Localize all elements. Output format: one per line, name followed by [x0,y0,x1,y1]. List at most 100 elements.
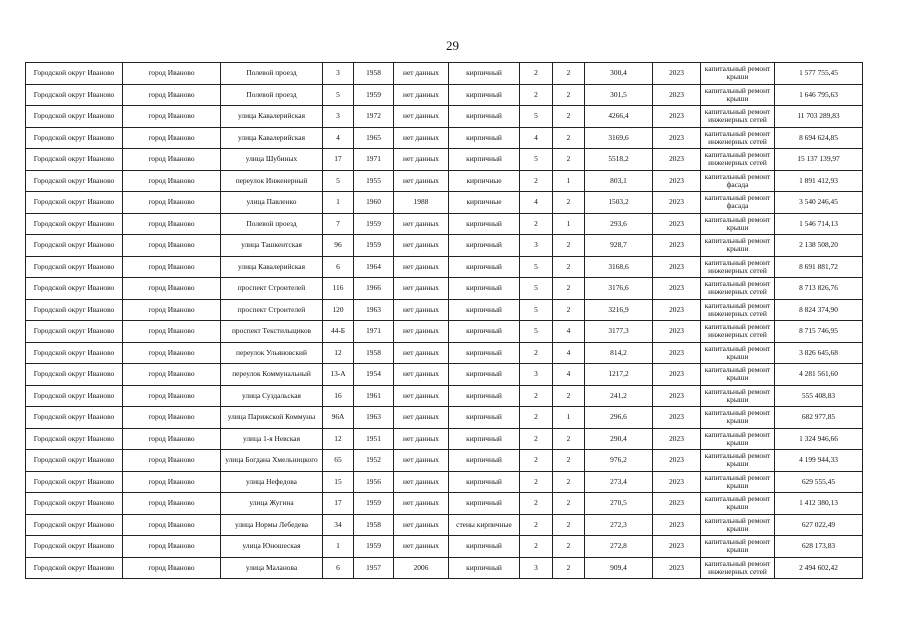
cell-repair-type: капитальный ремонт крыши [700,363,775,386]
cell-floors: 2 [519,470,553,493]
cell-floors: 2 [519,384,553,407]
cell-floors: 2 [519,492,553,515]
cell-house-number: 5 [322,169,354,192]
cell-floors: 5 [519,255,553,278]
cell-wall-material: кирпичный [448,427,520,450]
cell-municipality: Городской округ Иваново [25,492,123,515]
cell-floors: 3 [519,363,553,386]
cell-reconstruction-year: нет данных [393,83,449,106]
cell-repair-type: капитальный ремонт инженерных сетей [700,148,775,171]
cell-street: Полевой проезд [220,212,323,235]
table-row: Городской округ Иваново город Иваново пере… [25,169,863,192]
cell-area: 272,3 [584,513,653,536]
cell-area: 3169,6 [584,126,653,149]
cell-area: 1503,2 [584,191,653,214]
cell-wall-material: кирпичный [448,406,520,429]
cell-build-year: 1958 [353,513,394,536]
cell-street: улица Кавалерийская [220,126,323,149]
cell-reconstruction-year: нет данных [393,449,449,472]
cell-repair-year: 2023 [652,105,701,128]
cell-repair-year: 2023 [652,449,701,472]
cell-build-year: 1959 [353,234,394,257]
cell-settlement: город Иваново [122,277,221,300]
cell-municipality: Городской округ Иваново [25,298,123,321]
cell-floors: 2 [519,406,553,429]
cell-repair-type: капитальный ремонт крыши [700,535,775,558]
cell-reconstruction-year: нет данных [393,363,449,386]
cell-settlement: город Иваново [122,105,221,128]
cell-house-number: 5 [322,83,354,106]
cell-build-year: 1963 [353,298,394,321]
cell-cost: 1 577 755,45 [774,62,863,85]
cell-floors: 5 [519,298,553,321]
cell-build-year: 1966 [353,277,394,300]
cell-house-number: 16 [322,384,354,407]
table-row: Городской округ Иваново город Иваново улиц… [25,470,863,493]
cell-build-year: 1965 [353,126,394,149]
cell-area: 270,5 [584,492,653,515]
cell-cost: 8 694 624,85 [774,126,863,149]
cell-repair-type: капитальный ремонт инженерных сетей [700,105,775,128]
cell-floors: 3 [519,556,553,579]
cell-street: проспект Текстильщиков [220,320,323,343]
cell-street: улица Парижской Коммуны [220,406,323,429]
cell-reconstruction-year: нет данных [393,148,449,171]
cell-repair-year: 2023 [652,470,701,493]
cell-floors: 2 [519,427,553,450]
cell-repair-year: 2023 [652,427,701,450]
cell-street: проспект Строителей [220,298,323,321]
table-row: Городской округ Иваново город Иваново Поле… [25,83,863,106]
cell-reconstruction-year: нет данных [393,320,449,343]
cell-repair-type: капитальный ремонт крыши [700,384,775,407]
cell-entrances: 4 [552,363,585,386]
cell-reconstruction-year: нет данных [393,298,449,321]
cell-repair-year: 2023 [652,492,701,515]
cell-repair-type: капитальный ремонт крыши [700,341,775,364]
cell-repair-type: капитальный ремонт фасада [700,169,775,192]
cell-municipality: Городской округ Иваново [25,406,123,429]
cell-repair-type: капитальный ремонт инженерных сетей [700,298,775,321]
cell-street: улица Нормы Лебедева [220,513,323,536]
cell-floors: 5 [519,277,553,300]
cell-house-number: 4 [322,126,354,149]
cell-build-year: 1971 [353,148,394,171]
cell-street: проспект Строителей [220,277,323,300]
cell-area: 273,4 [584,470,653,493]
table-row: Городской округ Иваново город Иваново пере… [25,341,863,364]
cell-settlement: город Иваново [122,62,221,85]
cell-reconstruction-year: нет данных [393,169,449,192]
cell-repair-type: капитальный ремонт крыши [700,406,775,429]
table-row: Городской округ Иваново город Иваново улиц… [25,105,863,128]
cell-area: 301,5 [584,83,653,106]
cell-build-year: 1959 [353,535,394,558]
cell-build-year: 1952 [353,449,394,472]
cell-wall-material: кирпичный [448,62,520,85]
cell-entrances: 2 [552,470,585,493]
table-row: Городской округ Иваново город Иваново улиц… [25,406,863,429]
cell-street: улица Жугина [220,492,323,515]
table-row: Городской округ Иваново город Иваново улиц… [25,234,863,257]
cell-wall-material: кирпичный [448,449,520,472]
cell-house-number: 12 [322,427,354,450]
cell-reconstruction-year: нет данных [393,341,449,364]
cell-repair-year: 2023 [652,83,701,106]
table-row: Городской округ Иваново город Иваново улиц… [25,492,863,515]
cell-build-year: 1964 [353,255,394,278]
cell-repair-year: 2023 [652,535,701,558]
cell-build-year: 1958 [353,341,394,364]
cell-street: переулок Инженерный [220,169,323,192]
cell-wall-material: кирпичный [448,148,520,171]
cell-cost: 555 408,83 [774,384,863,407]
table-row: Городской округ Иваново город Иваново прос… [25,298,863,321]
cell-entrances: 4 [552,320,585,343]
cell-municipality: Городской округ Иваново [25,427,123,450]
cell-repair-type: капитальный ремонт инженерных сетей [700,255,775,278]
cell-street: улица Павленко [220,191,323,214]
cell-area: 1217,2 [584,363,653,386]
cell-entrances: 2 [552,105,585,128]
cell-repair-year: 2023 [652,341,701,364]
cell-settlement: город Иваново [122,83,221,106]
cell-repair-year: 2023 [652,320,701,343]
cell-wall-material: кирпичный [448,277,520,300]
cell-entrances: 2 [552,535,585,558]
